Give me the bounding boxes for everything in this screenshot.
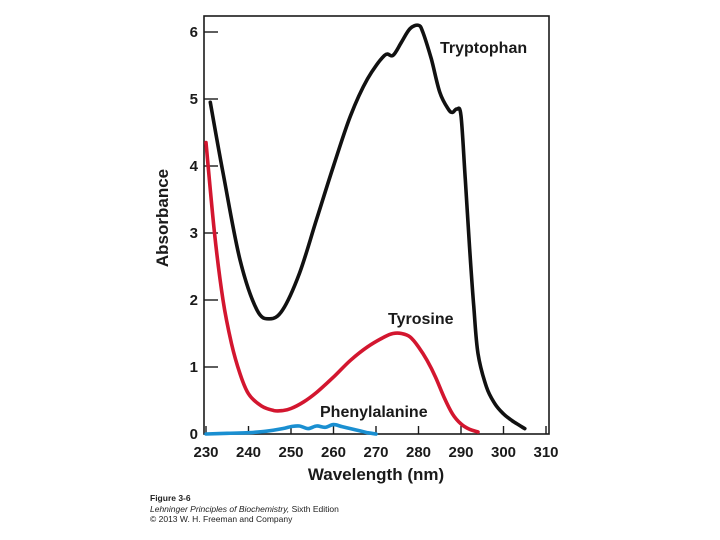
label-tyrosine: Tyrosine: [388, 311, 454, 328]
series-line-tryptophan: [208, 23, 527, 431]
x-tick-label: 260: [321, 444, 346, 461]
series-lines: [204, 23, 527, 436]
x-tick-label: 300: [491, 444, 516, 461]
x-tick-label: 290: [448, 444, 473, 461]
series-line-phenylalanine: [204, 422, 378, 436]
plot-frame: [203, 15, 550, 435]
label-tryptophan: Tryptophan: [440, 40, 527, 57]
axis-ticks: 230 240 250 260 270 280 290 300 310 0 1 2 3 4 5 6: [190, 24, 559, 461]
book-edition: Sixth Edition: [289, 503, 339, 514]
x-tick-label: 250: [278, 444, 303, 461]
y-axis-label: Absorbance: [153, 169, 172, 267]
series-line-tyrosine: [204, 140, 480, 434]
x-tick-label: 240: [236, 444, 261, 461]
y-tick-label: 5: [190, 91, 198, 108]
x-tick-label: 280: [406, 444, 431, 461]
y-tick-label: 3: [190, 225, 198, 242]
label-phenylalanine: Phenylalanine: [320, 404, 428, 421]
x-tick-label: 310: [533, 444, 558, 461]
y-tick-label: 0: [190, 426, 198, 443]
figure-caption: Figure 3-6 Lehninger Principles of Bioch…: [150, 493, 339, 525]
x-tick-label: 230: [193, 444, 218, 461]
y-tick-label: 4: [190, 158, 199, 175]
copyright-line: © 2013 W. H. Freeman and Company: [150, 514, 293, 524]
y-tick-label: 6: [190, 24, 198, 41]
x-axis-label: Wavelength (nm): [308, 465, 444, 484]
figure-number: Figure 3-6: [150, 493, 191, 503]
y-tick-label: 1: [190, 359, 198, 376]
book-citation: Lehninger Principles of Biochemistry, Si…: [150, 504, 339, 515]
y-tick-label: 2: [190, 292, 198, 309]
x-tick-label: 270: [363, 444, 388, 461]
book-title: Lehninger Principles of Biochemistry,: [150, 503, 290, 514]
